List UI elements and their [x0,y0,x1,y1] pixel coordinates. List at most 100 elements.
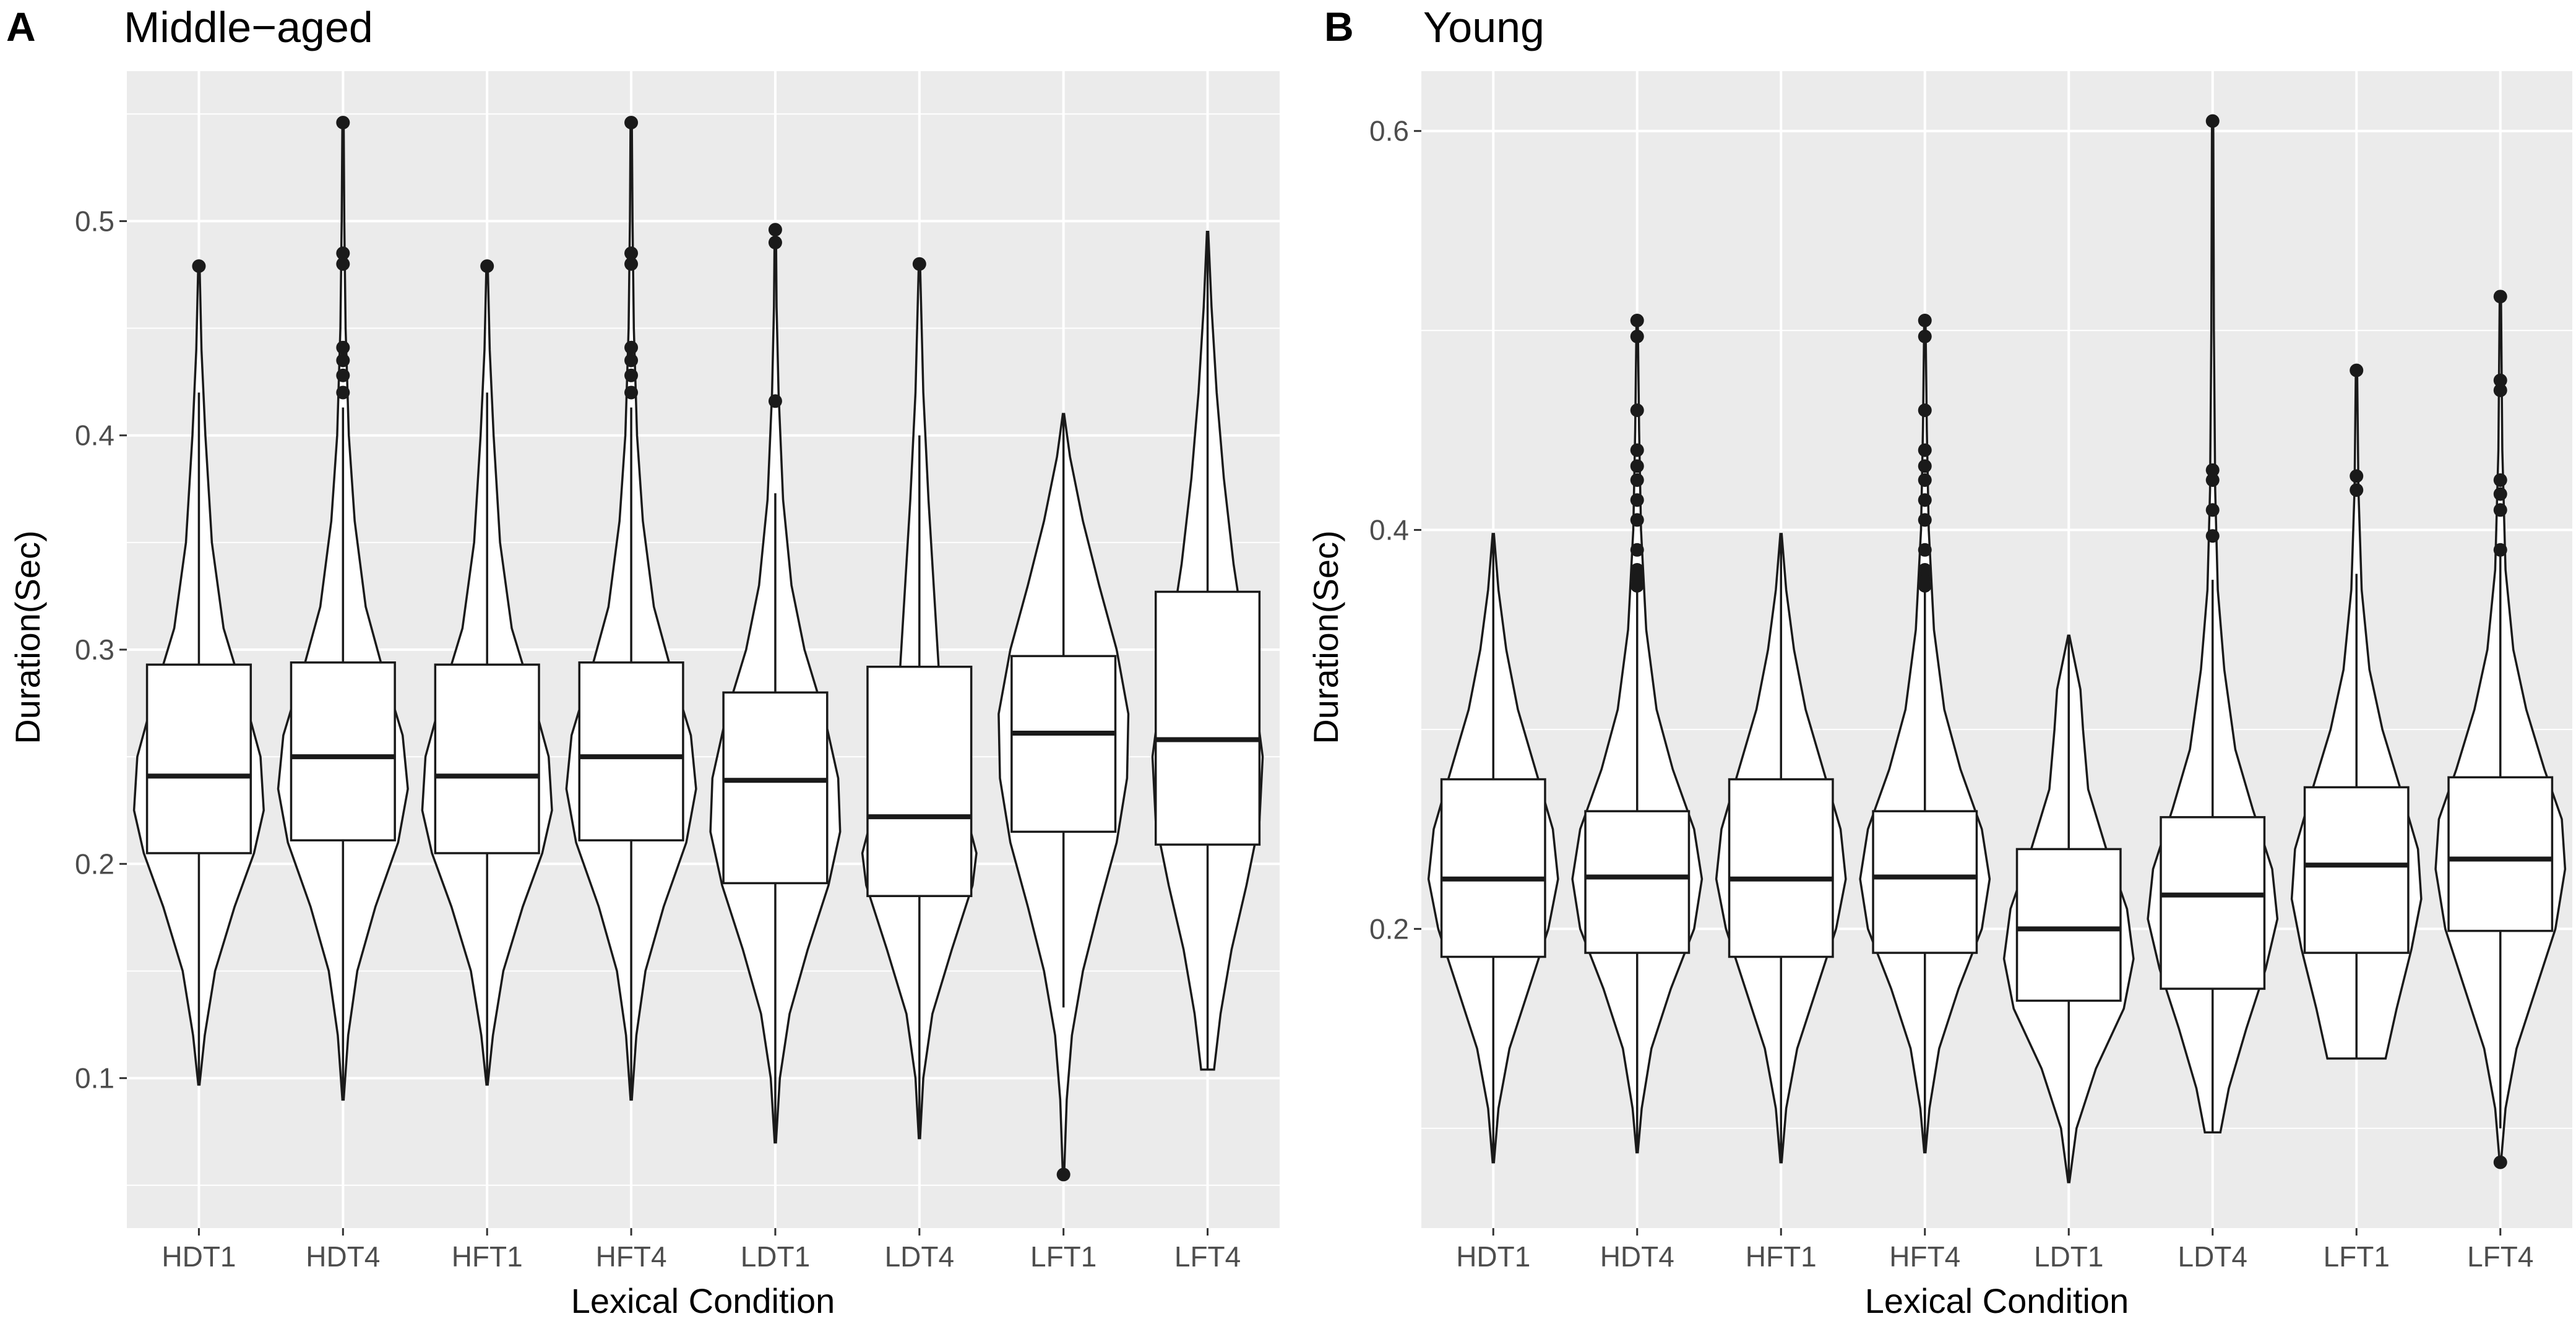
plot-area: 0.2 0.4 0.6 HDT1 HDT4 HFT1 HFT4 LDT1 LDT4 LFT1 LFT… [1369,71,2572,1273]
plot-background [1421,71,2572,1228]
outlier-point [624,257,639,271]
outlier-point [336,353,350,368]
x-tick-label: LDT1 [2034,1240,2103,1273]
outlier-point [1056,1167,1070,1182]
x-axis-title: Lexical Condition [571,1281,835,1320]
outlier-point [2493,487,2507,501]
outlier-point [1918,493,1932,507]
panel-title: Middle−aged [124,3,373,51]
panel-letter: A [6,4,36,49]
group-hdt4 [1571,314,1704,1154]
outlier-point [624,385,639,400]
y-axis-title: Duration(Sec) [1306,530,1345,744]
outlier-point [2493,373,2507,387]
y-tick-label: 0.6 [1369,115,1409,147]
x-tick-label: LFT4 [1174,1240,1241,1273]
iqr-box [1584,810,1691,954]
outlier-point [1918,443,1932,457]
iqr-box [1154,590,1261,846]
panel-letter: B [1324,4,1354,49]
group-hdt1 [132,259,265,1086]
outlier-point [2350,469,2364,483]
y-tick-label: 0.4 [1369,514,1409,546]
outlier-point [1630,493,1644,507]
outlier-point [1630,403,1644,418]
iqr-box [722,691,829,885]
group-ldt1 [709,223,842,1144]
group-hft4 [565,116,697,1101]
outlier-point [336,340,350,355]
iqr-box [578,661,684,841]
outlier-point [2205,463,2220,477]
outlier-point [912,257,926,271]
outlier-point [1918,459,1932,473]
group-lft4 [2434,290,2567,1169]
y-tick-label: 0.5 [75,205,114,237]
outlier-point [2350,483,2364,497]
group-hdt1 [1427,533,1559,1164]
x-tick-label: LDT4 [2178,1240,2247,1273]
panel-young: B Young 0.2 0.4 0.6 HDT1 HDT4 HFT1 HFT4 LDT1 LDT… [1306,3,2572,1320]
outlier-point [768,223,782,237]
outlier-point [336,368,350,382]
outlier-point [624,340,639,355]
group-hft1 [421,259,553,1086]
outlier-point [624,116,639,130]
iqr-box [2303,786,2410,954]
outlier-point [1918,473,1932,487]
y-tick-label: 0.2 [1369,913,1409,945]
outlier-point [624,353,639,368]
iqr-box [2160,816,2266,990]
x-tick-label: HFT1 [1746,1240,1817,1273]
outlier-point [1630,513,1644,527]
x-tick-label: HFT4 [596,1240,667,1273]
y-tick-label: 0.4 [75,419,114,452]
outlier-point [2493,503,2507,517]
x-tick-label: HDT1 [162,1240,236,1273]
outlier-point [336,116,350,130]
outlier-point [1918,314,1932,328]
iqr-box [2015,848,2122,1002]
panel-title: Young [1423,3,1544,51]
outlier-point [1630,543,1644,557]
y-axis-title: Duration(Sec) [8,530,47,744]
iqr-box [290,661,396,841]
outlier-point [2493,543,2507,557]
outlier-point [336,385,350,400]
iqr-box [434,663,540,854]
panel-middle-aged: A Middle−aged 0.1 0.2 0.3 0.4 0.5 HDT1 HDT4 HFT… [6,3,1280,1320]
group-ldt4 [861,257,978,1140]
x-axis-title: Lexical Condition [1865,1281,2129,1320]
outlier-point [1630,314,1644,328]
outlier-point [1630,329,1644,343]
iqr-box [1010,655,1117,833]
outlier-point [480,259,494,273]
outlier-point [2493,383,2507,397]
group-hft1 [1715,533,1847,1164]
group-hft4 [1859,314,1991,1154]
iqr-box [145,663,252,854]
x-tick-label: HFT1 [452,1240,523,1273]
outlier-point [192,259,206,273]
outlier-point [768,394,782,408]
x-tick-label: HDT4 [306,1240,380,1273]
outlier-point [1630,443,1644,457]
group-lft4 [1151,230,1264,1071]
outlier-point [1630,459,1644,473]
group-lft1 [997,413,1130,1182]
outlier-point [336,257,350,271]
y-tick-label: 0.3 [75,634,114,666]
outlier-point [2205,114,2220,128]
outlier-point [2205,529,2220,543]
x-tick-label: LDT4 [885,1240,954,1273]
outlier-point [1918,329,1932,343]
x-tick-label: HFT4 [1889,1240,1960,1273]
outlier-point [1918,513,1932,527]
x-tick-label: LFT1 [2324,1240,2390,1273]
outlier-point [2350,363,2364,377]
y-tick-label: 0.2 [75,848,114,880]
x-tick-label: HDT1 [1456,1240,1530,1273]
outlier-point [768,236,782,250]
outlier-point [1918,543,1932,557]
